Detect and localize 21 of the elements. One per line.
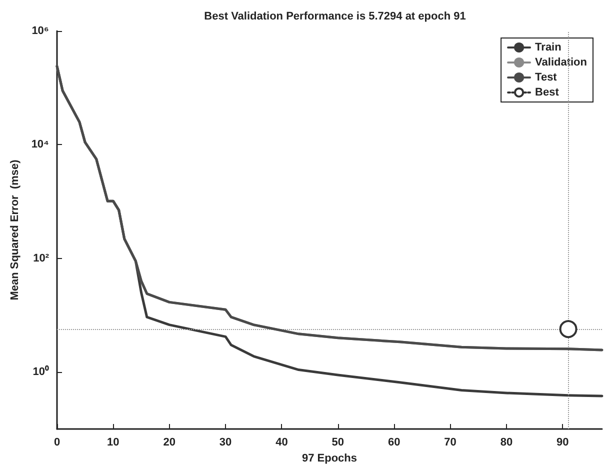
x-tick-label: 80 — [500, 436, 513, 448]
x-tick-label: 90 — [556, 436, 569, 448]
y-tick-label: 10⁶ — [32, 25, 49, 37]
x-tick-label: 40 — [276, 436, 288, 448]
x-tick-label: 50 — [332, 436, 344, 448]
x-tick-label: 0 — [54, 436, 60, 448]
y-tick-label: 10² — [33, 252, 50, 264]
y-tick-label: 10⁴ — [31, 138, 49, 151]
x-tick-label: 10 — [107, 436, 120, 448]
legend-label: Validation — [535, 56, 588, 68]
y-tick-label: 10⁰ — [32, 365, 49, 378]
x-tick-label: 20 — [163, 436, 176, 448]
chart-title: Best Validation Performance is 5.7294 at epoch 91 — [204, 10, 466, 22]
x-tick-label: 30 — [219, 436, 232, 448]
x-tick-label: 70 — [444, 436, 456, 448]
legend-label: Best — [535, 86, 560, 98]
x-tick-label: 60 — [388, 436, 400, 448]
x-axis-title: 97 Epochs — [302, 452, 358, 464]
y-axis-title: Mean Squared Error (mse) — [8, 159, 21, 300]
legend-label: Test — [535, 72, 558, 84]
legend-label: Train — [535, 42, 562, 54]
